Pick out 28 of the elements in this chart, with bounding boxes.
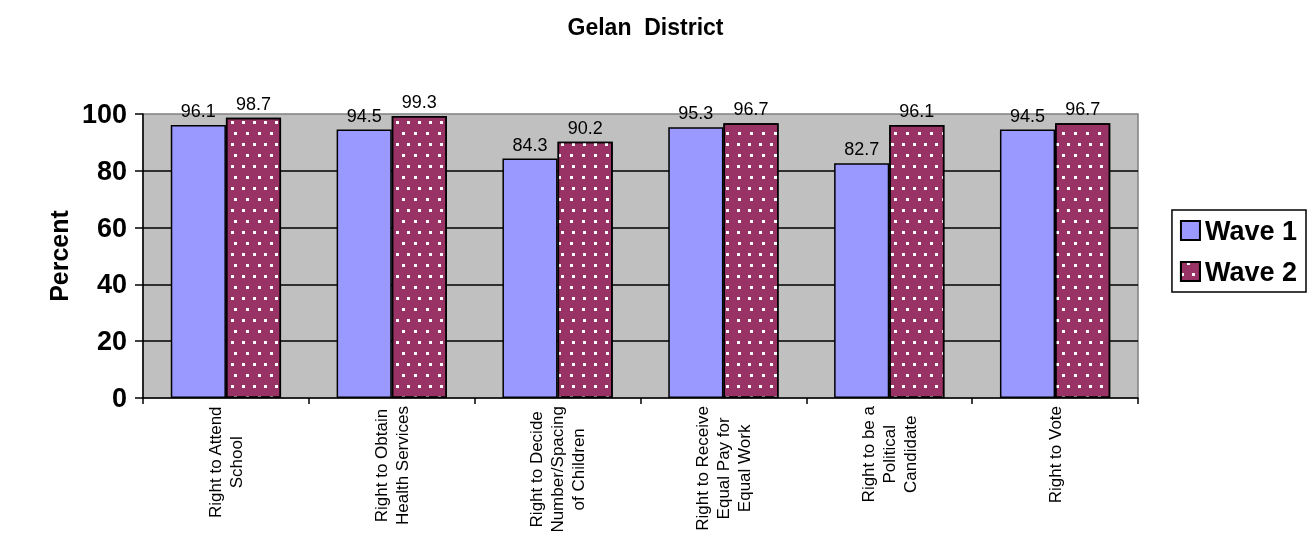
data-label: 96.7 xyxy=(733,99,769,120)
y-tick-label: 100 xyxy=(81,99,127,129)
data-label: 98.7 xyxy=(235,93,272,114)
x-tick-label: Right to be a Political Candidate xyxy=(858,405,920,503)
data-label: 94.5 xyxy=(1009,105,1046,126)
data-label: 96.7 xyxy=(1065,99,1101,120)
data-label: 96.1 xyxy=(899,101,935,122)
legend-label: Wave 2 xyxy=(1204,256,1298,287)
y-tick-label: 60 xyxy=(96,212,127,243)
y-tick-label: 40 xyxy=(96,269,127,300)
x-tick-label: Right to Attend School xyxy=(205,406,246,518)
data-label: 82.7 xyxy=(844,139,880,160)
data-label: 90.2 xyxy=(567,117,603,138)
y-tick-label: 0 xyxy=(111,383,127,413)
x-tick-label: Right to Decide Number/Spacing of Children xyxy=(527,406,589,533)
x-tick-label: Right to Vote xyxy=(1045,406,1065,504)
data-label: 96.1 xyxy=(180,101,216,122)
chart-title: Gelan District xyxy=(567,13,724,40)
y-tick-label: 80 xyxy=(96,155,127,186)
data-label: 99.3 xyxy=(401,91,437,112)
x-tick-label: Right to Receive Equal Pay for Equal Work xyxy=(692,406,754,531)
data-label: 95.3 xyxy=(678,103,714,124)
data-label: 84.3 xyxy=(512,134,548,155)
data-label: 94.5 xyxy=(346,105,382,126)
legend-label: Wave 1 xyxy=(1204,215,1298,246)
y-tick-label: 20 xyxy=(96,326,127,357)
y-axis-title: Percent xyxy=(44,209,73,302)
x-tick-label: Right to Obtain Health Services xyxy=(371,405,412,526)
